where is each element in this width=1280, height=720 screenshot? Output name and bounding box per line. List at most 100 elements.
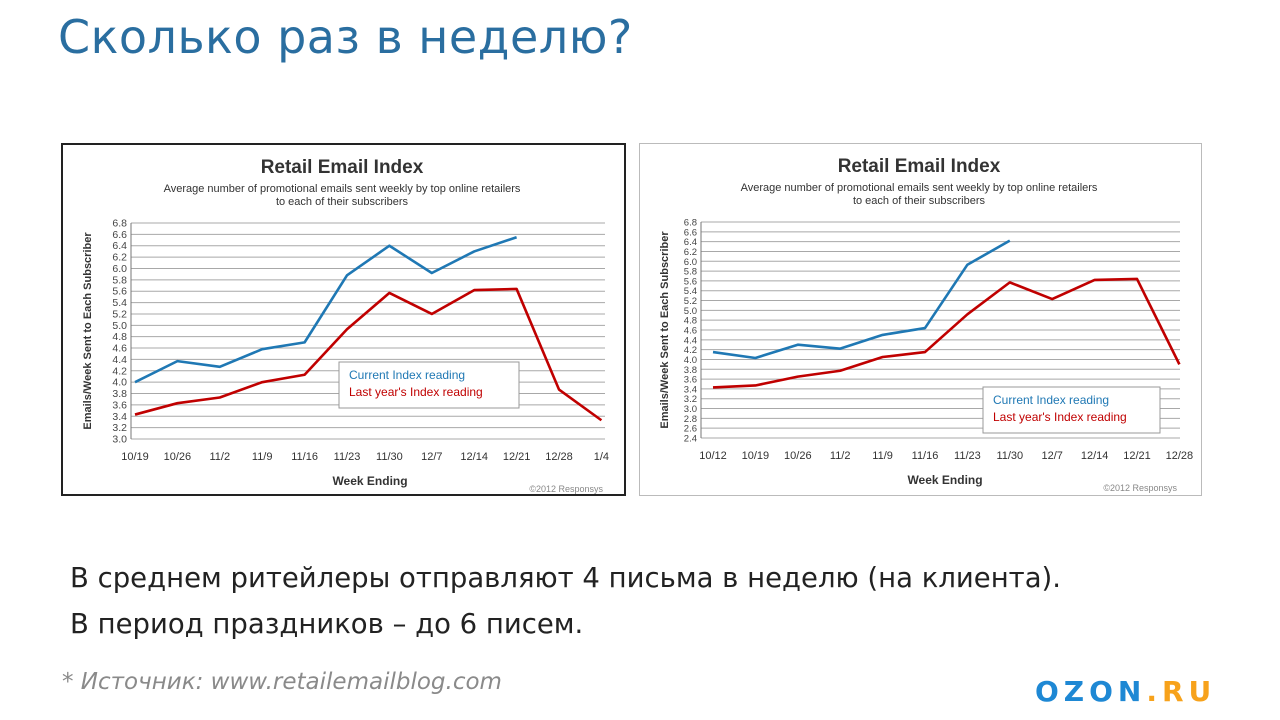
x-tick-label: 11/30 [996, 450, 1023, 462]
y-tick-label: 6.6 [112, 229, 127, 241]
retail-email-index-chart-1: Retail Email Index Average number of prom… [61, 143, 626, 496]
x-tick-label: 11/16 [291, 451, 318, 463]
x-tick-label: 11/2 [210, 451, 231, 463]
y-tick-label: 3.0 [112, 434, 127, 446]
y-tick-label: 5.2 [684, 296, 697, 307]
chart-credit: ©2012 Responsys [1103, 483, 1177, 493]
legend-box [338, 361, 520, 409]
y-tick-label: 6.4 [684, 237, 697, 248]
y-tick-label: 5.4 [684, 286, 697, 297]
y-tick-label: 4.2 [684, 345, 697, 356]
y-tick-label: 4.2 [112, 365, 127, 377]
series-line-current [134, 235, 518, 384]
y-tick-label: 6.2 [112, 252, 127, 264]
x-tick-label: 12/7 [421, 451, 442, 463]
chart-subtitle-line: to each of their subscribers [276, 196, 409, 208]
x-tick-label: 12/7 [1041, 450, 1062, 462]
y-tick-label: 3.4 [684, 384, 697, 395]
series-line-last-year [134, 287, 603, 422]
chart-subtitle-line: Average number of promotional emails sen… [164, 183, 521, 195]
y-tick-label: 3.4 [112, 411, 127, 423]
x-tick-label: 10/26 [784, 450, 812, 462]
x-tick-label: 10/19 [121, 451, 149, 463]
chart-title: Retail Email Index [261, 157, 424, 178]
ozon-logo: OZON.RU [1035, 675, 1216, 708]
y-tick-label: 5.6 [112, 286, 127, 298]
slide-title: Сколько раз в неделю? [58, 10, 633, 64]
y-tick-label: 2.6 [684, 424, 697, 435]
y-tick-label: 4.8 [112, 331, 127, 343]
y-tick-label: 4.6 [112, 343, 127, 355]
y-tick-label: 6.2 [684, 247, 697, 258]
y-tick-label: 6.8 [684, 218, 697, 229]
x-axis-label: Week Ending [907, 473, 982, 487]
legend-entry: Current Index reading [349, 368, 465, 382]
y-tick-label: 3.0 [684, 404, 697, 415]
legend-entry: Current Index reading [993, 393, 1109, 407]
y-tick-label: 6.8 [112, 218, 127, 230]
chart-title: Retail Email Index [838, 156, 1001, 177]
y-tick-label: 6.0 [112, 263, 127, 275]
y-tick-label: 4.4 [684, 335, 697, 346]
y-tick-label: 6.0 [684, 257, 697, 268]
y-tick-label: 3.6 [112, 399, 127, 411]
y-tick-label: 2.4 [684, 434, 697, 445]
chart-2-svg: Retail Email Index Average number of prom… [659, 156, 1194, 493]
x-tick-label: 11/23 [954, 450, 981, 462]
chart-subtitle-line: Average number of promotional emails sen… [741, 182, 1098, 194]
y-tick-label: 5.8 [684, 267, 697, 278]
legend-entry: Last year's Index reading [993, 410, 1127, 424]
y-tick-label: 3.8 [112, 388, 127, 400]
x-tick-label: 12/28 [1166, 450, 1194, 462]
y-tick-label: 4.8 [684, 316, 697, 327]
x-axis-label: Week Ending [332, 474, 407, 488]
series-line-current [712, 239, 1011, 360]
y-tick-label: 5.8 [112, 274, 127, 286]
x-tick-label: 11/23 [334, 451, 361, 463]
series-line-last-year [712, 277, 1181, 389]
y-tick-label: 4.6 [684, 326, 697, 337]
x-tick-label: 12/21 [1123, 450, 1151, 462]
source-note: * Источник: www.retailemailblog.com [62, 669, 502, 695]
y-tick-label: 3.6 [684, 375, 697, 386]
y-tick-label: 3.2 [112, 422, 127, 434]
chart-1-svg: Retail Email Index Average number of prom… [82, 157, 609, 494]
summary-line-1: В среднем ритейлеры отправляют 4 письма … [70, 562, 1062, 594]
y-tick-label: 5.2 [112, 308, 127, 320]
y-tick-label: 2.8 [684, 414, 697, 425]
chart-subtitle-line: to each of their subscribers [853, 195, 986, 207]
y-tick-label: 4.0 [684, 355, 697, 366]
legend-entry: Last year's Index reading [349, 385, 483, 399]
y-tick-label: 4.0 [112, 377, 127, 389]
retail-email-index-chart-2: Retail Email Index Average number of prom… [639, 143, 1202, 496]
x-tick-label: 11/9 [252, 451, 273, 463]
y-tick-label: 3.8 [684, 365, 697, 376]
x-tick-label: 12/14 [1081, 450, 1109, 462]
y-tick-label: 6.6 [684, 227, 697, 238]
y-tick-label: 5.0 [112, 320, 127, 332]
logo-main: OZON [1035, 675, 1147, 708]
logo-suffix: .RU [1146, 675, 1217, 708]
x-tick-label: 12/14 [460, 451, 488, 463]
x-tick-label: 12/28 [545, 451, 573, 463]
legend-box [982, 386, 1161, 434]
x-tick-label: 11/30 [376, 451, 403, 463]
y-tick-label: 5.0 [684, 306, 697, 317]
y-axis-label: Emails/Week Sent to Each Subscriber [659, 231, 671, 429]
x-tick-label: 10/26 [164, 451, 192, 463]
y-tick-label: 4.4 [112, 354, 127, 366]
y-tick-label: 6.4 [112, 240, 127, 252]
summary-line-2: В период праздников – до 6 писем. [70, 608, 584, 640]
y-tick-label: 3.2 [684, 394, 697, 405]
y-axis-label: Emails/Week Sent to Each Subscriber [82, 232, 94, 430]
x-tick-label: 1/4 [594, 451, 609, 463]
y-tick-label: 5.4 [112, 297, 127, 309]
x-tick-label: 11/9 [872, 450, 893, 462]
x-tick-label: 12/21 [503, 451, 531, 463]
y-tick-label: 5.6 [684, 276, 697, 287]
x-tick-label: 11/16 [912, 450, 939, 462]
chart-credit: ©2012 Responsys [529, 484, 603, 494]
x-tick-label: 10/12 [699, 450, 727, 462]
x-tick-label: 10/19 [742, 450, 770, 462]
x-tick-label: 11/2 [830, 450, 851, 462]
